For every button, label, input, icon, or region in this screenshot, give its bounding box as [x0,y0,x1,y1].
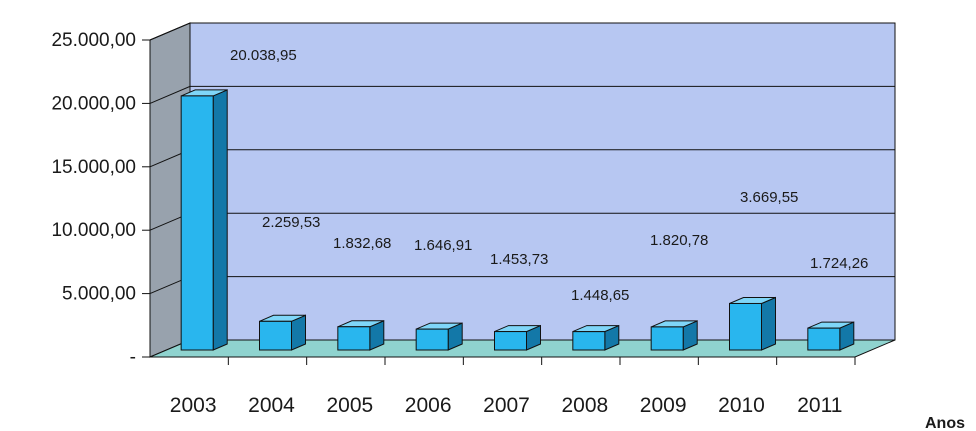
gridline [149,22,895,41]
x-tick-label: 2005 [326,394,373,417]
bar-front [807,327,841,351]
data-label: 1.448,65 [571,287,629,304]
x-tick-label: 2004 [248,394,295,417]
data-label: 1.453,73 [490,251,548,268]
data-labels: 20.038,95 2.259,53 1.832,68 1.646,91 1.453,7… [230,47,868,304]
data-label: 20.038,95 [230,47,297,64]
back-wall [189,22,896,341]
bar [337,320,385,351]
bar [180,89,228,351]
bar-front [729,302,762,351]
x-tick-label: 2011 [797,394,842,417]
bar-front [494,331,527,351]
y-tick-label: 5.000,00 [62,284,136,305]
x-tick-label: 2006 [405,394,452,417]
bar-front [572,331,606,351]
bar-front [650,326,684,351]
data-label: 1.646,91 [414,237,472,254]
x-tick-label: 2010 [718,394,765,417]
x-tick-label: 2009 [640,394,687,417]
bar [572,324,620,351]
bar-front [180,95,214,351]
bar [494,324,541,351]
bar-front [337,326,371,351]
bar-side [212,89,228,351]
data-label: 2.259,53 [262,214,320,231]
y-tick-label: - [130,347,136,368]
bar [807,321,855,351]
bar-side [761,296,776,351]
x-tick-label: 2003 [170,394,217,417]
y-tick-label: 20.000,00 [51,93,136,114]
bar [729,296,776,351]
bar [415,322,463,351]
x-tick-label: 2008 [561,394,608,417]
data-label: 1.820,78 [650,232,708,249]
gridline [149,85,895,104]
data-label: 1.724,26 [810,255,868,272]
bar-front [415,328,449,351]
y-tick-label: 25.000,00 [51,30,136,51]
data-label: 3.669,55 [740,189,798,206]
bar-front [259,320,292,351]
data-label: 1.832,68 [333,235,391,252]
y-axis-tick-labels: - 5.000,00 10.000,00 15.000,00 20.000,00 25.0… [51,30,136,368]
x-tick-label: 2007 [483,394,530,417]
y-tick-label: 15.000,00 [51,157,136,178]
bar [259,314,306,351]
x-axis-tick-labels: 2003 2004 2005 2006 2007 2008 2009 2010 2011 [170,394,843,417]
y-tick-label: 10.000,00 [51,220,136,241]
bars [180,89,855,351]
x-axis-label: Anos [925,415,965,431]
bar [650,320,698,351]
